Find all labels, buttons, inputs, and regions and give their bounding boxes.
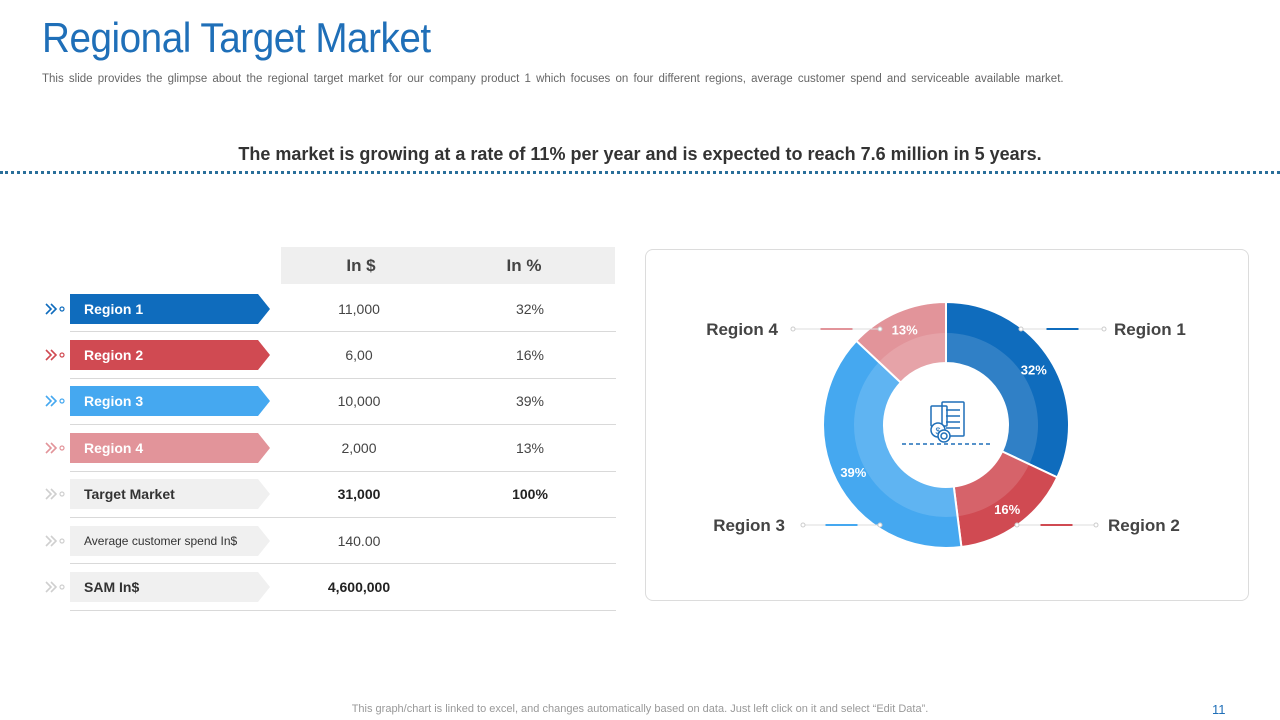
cell-usd: 11,000	[338, 301, 380, 317]
arrow-tag-shape	[70, 526, 270, 556]
chart-panel: 32% 16% 39% 13% Region 1 Region 2 Region 3 Regi…	[645, 249, 1249, 601]
chevron-bullet-icon	[45, 488, 65, 500]
slice-percent-label: 32%	[1021, 362, 1047, 377]
page-subtitle: This slide provides the glimpse about th…	[42, 73, 1064, 85]
arrow-tag-shape	[70, 386, 270, 416]
slice-percent-label: 16%	[994, 502, 1020, 517]
row-label-text: Region 3	[84, 393, 144, 409]
row-label-text: Region 4	[84, 440, 144, 456]
headline: The market is growing at a rate of 11% p…	[238, 144, 1042, 164]
cell-usd: 6,00	[345, 347, 373, 363]
legend-label-region-2: Region 2	[1108, 516, 1180, 535]
leader-dot	[1101, 326, 1107, 332]
arrow-tag-shape	[70, 433, 270, 463]
arrow-tag-shape	[70, 572, 270, 602]
page-title: Regional Target Market	[42, 14, 431, 61]
cell-percent: 13%	[515, 440, 545, 456]
arrow-tag-shape	[70, 479, 270, 509]
cell-percent: 32%	[515, 301, 545, 317]
row-divider	[70, 471, 616, 472]
row-label-text: Region 1	[84, 301, 144, 317]
donut-slice-band-1	[946, 333, 1038, 465]
cell-usd: 31,000	[337, 486, 381, 502]
cell-usd: 10,000	[337, 393, 381, 409]
legend-label-region-1: Region 1	[1114, 320, 1186, 339]
chevron-bullet-icon	[45, 395, 65, 407]
row-divider	[70, 378, 616, 379]
cell-percent: 16%	[515, 347, 545, 363]
cell-percent: 100%	[512, 486, 548, 502]
svg-text:$: $	[935, 426, 940, 436]
cell-usd: 4,600,000	[327, 579, 391, 595]
leader-dot	[1014, 522, 1020, 528]
cell-percent: 39%	[515, 393, 545, 409]
row-divider	[70, 331, 616, 332]
table-header	[281, 247, 615, 284]
arrow-tag-shape	[70, 340, 270, 370]
market-analysis-icon: $	[902, 401, 990, 445]
row-label-text: Average customer spend In$	[84, 534, 238, 548]
leader-dot	[790, 326, 796, 332]
column-header-usd: In $	[346, 256, 376, 275]
row-label-text: Target Market	[84, 486, 175, 502]
row-label-text: Region 2	[84, 347, 144, 363]
row-divider	[70, 563, 616, 564]
chevron-bullet-icon	[45, 581, 65, 593]
chevron-bullet-icon	[45, 303, 65, 315]
donut-slice-4	[854, 300, 947, 384]
chevron-bullet-icon	[45, 535, 65, 547]
donut-slice-band-2	[953, 451, 1030, 517]
donut-slice-band-3	[854, 362, 958, 517]
cell-usd: 2,000	[341, 440, 377, 456]
page-number: 11	[1212, 702, 1226, 717]
chevron-bullet-icon	[45, 349, 65, 361]
row-label-text: SAM In$	[84, 579, 140, 595]
leader-dot	[1018, 326, 1024, 332]
donut-slice-band-4	[878, 333, 946, 383]
leader-dot	[877, 326, 883, 332]
column-header-percent: In %	[506, 256, 542, 275]
leader-dot	[800, 522, 806, 528]
slice-percent-label: 13%	[892, 323, 918, 338]
donut-slice-1	[945, 300, 1070, 479]
row-divider	[70, 517, 616, 518]
legend-label-region-4: Region 4	[706, 320, 778, 339]
cell-usd: 140.00	[337, 533, 381, 549]
slice-percent-label: 39%	[840, 465, 866, 480]
donut-slice-3	[822, 339, 963, 549]
row-divider	[70, 424, 616, 425]
chevron-bullet-icon	[45, 442, 65, 454]
dotted-divider	[0, 171, 1280, 174]
leader-dot	[877, 522, 883, 528]
legend-label-region-3: Region 3	[713, 516, 785, 535]
arrow-tag-shape	[70, 294, 270, 324]
donut-chart: 32% 16% 39% 13% Region 1 Region 2 Region 3 Regi…	[706, 300, 1186, 549]
leader-dot	[1093, 522, 1099, 528]
footer-note: This graph/chart is linked to excel, and…	[351, 703, 929, 715]
row-divider	[70, 610, 616, 611]
